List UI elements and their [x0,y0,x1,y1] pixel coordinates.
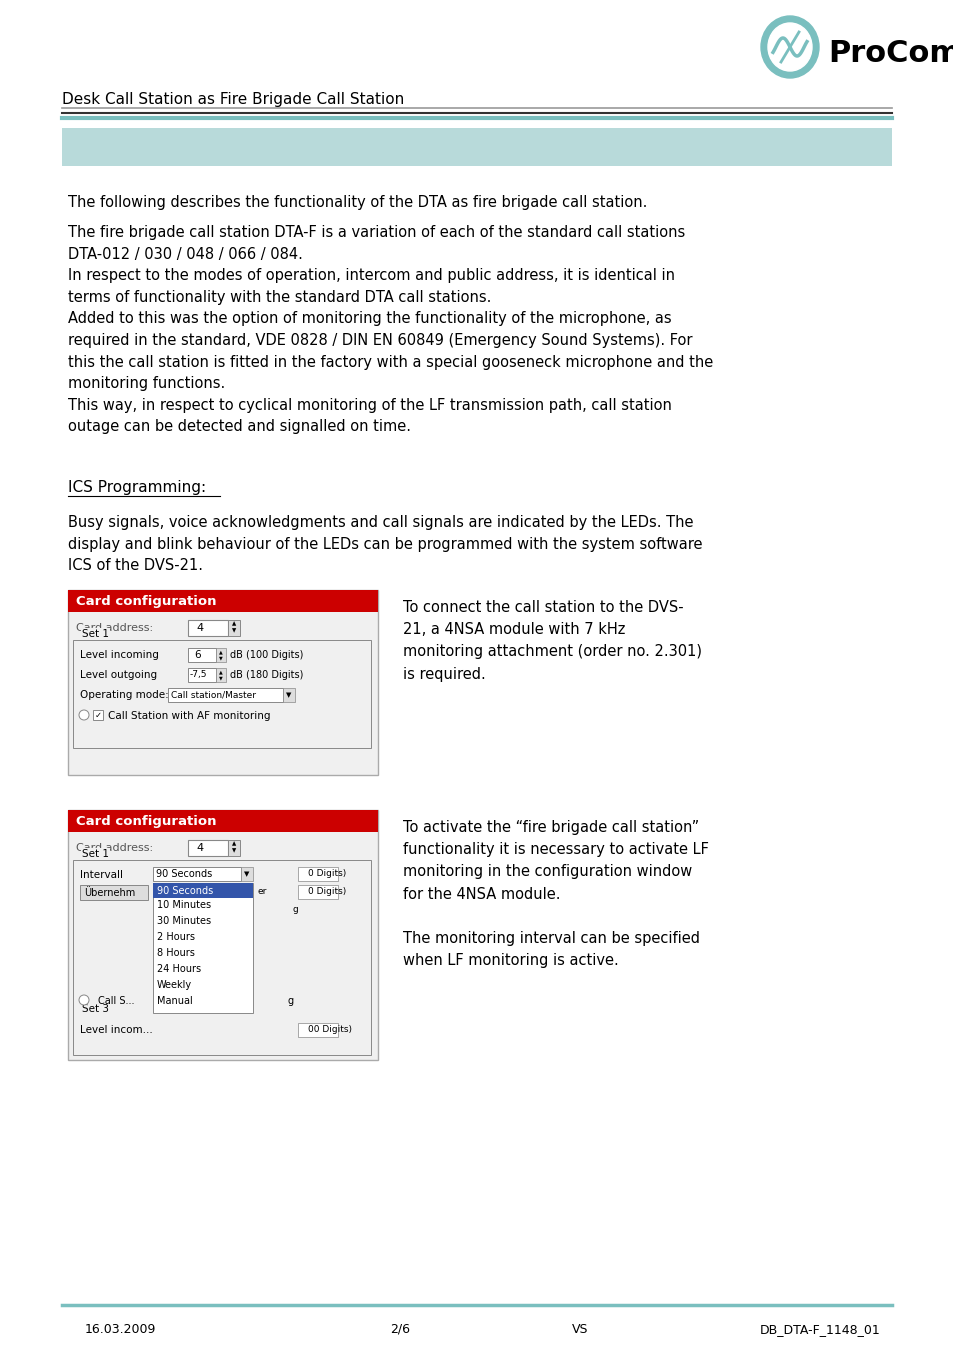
Text: ▼: ▼ [232,848,236,854]
FancyBboxPatch shape [68,811,377,832]
FancyBboxPatch shape [228,840,240,857]
Text: 90 Seconds: 90 Seconds [156,869,212,880]
FancyBboxPatch shape [188,667,215,682]
Text: ▼: ▼ [244,871,250,877]
Text: g: g [293,905,298,915]
Text: 4: 4 [195,623,203,634]
Text: 0 Digits): 0 Digits) [308,870,346,878]
FancyBboxPatch shape [283,688,294,703]
Text: ▼: ▼ [219,655,223,661]
Text: ▲: ▲ [232,621,236,627]
Text: 8 Hours: 8 Hours [157,948,194,958]
FancyBboxPatch shape [152,867,241,881]
Text: Manual: Manual [157,997,193,1006]
Text: ▼: ▼ [232,628,236,634]
Text: ICS Programming:: ICS Programming: [68,480,206,494]
FancyBboxPatch shape [152,884,253,898]
FancyBboxPatch shape [73,640,371,748]
Text: ▲: ▲ [219,670,223,674]
FancyBboxPatch shape [188,648,215,662]
FancyBboxPatch shape [92,711,103,720]
FancyBboxPatch shape [188,840,228,857]
Text: ProCom: ProCom [827,38,953,68]
FancyBboxPatch shape [188,620,228,636]
Text: Weekly: Weekly [157,981,192,990]
Text: Card address:: Card address: [76,623,153,634]
FancyBboxPatch shape [68,590,377,775]
Text: ▲: ▲ [232,842,236,847]
Text: 90 Seconds: 90 Seconds [157,885,213,896]
FancyBboxPatch shape [215,648,226,662]
Text: 6: 6 [193,650,200,661]
FancyBboxPatch shape [62,128,891,166]
FancyBboxPatch shape [68,811,377,1061]
Text: 30 Minutes: 30 Minutes [157,916,211,927]
Text: Intervall: Intervall [80,870,123,880]
Text: Call S...: Call S... [98,996,134,1006]
Text: g: g [288,996,294,1006]
FancyBboxPatch shape [73,861,371,1055]
Text: Operating mode:: Operating mode: [80,690,169,700]
Text: Call Station with AF monitoring: Call Station with AF monitoring [108,711,271,721]
Text: Card address:: Card address: [76,843,153,852]
Text: 4: 4 [195,843,203,852]
Text: dB (100 Digits): dB (100 Digits) [230,650,303,661]
FancyBboxPatch shape [215,667,226,682]
FancyBboxPatch shape [297,867,337,881]
Text: The fire brigade call station DTA-F is a variation of each of the standard call : The fire brigade call station DTA-F is a… [68,226,713,435]
Text: 16.03.2009: 16.03.2009 [84,1323,155,1336]
Text: Level incom...: Level incom... [80,1025,152,1035]
Text: 24 Hours: 24 Hours [157,965,201,974]
Text: Card configuration: Card configuration [76,594,216,608]
Text: -7,5: -7,5 [190,670,208,680]
Text: er: er [257,888,267,897]
Text: Übernehm: Übernehm [84,888,135,897]
FancyBboxPatch shape [297,1023,337,1038]
Text: 10 Minutes: 10 Minutes [157,901,211,911]
Text: 00 Digits): 00 Digits) [308,1025,352,1035]
Text: 0 Digits): 0 Digits) [308,888,346,897]
Text: Set 3: Set 3 [82,1004,109,1015]
FancyBboxPatch shape [68,590,377,612]
Text: Desk Call Station as Fire Brigade Call Station: Desk Call Station as Fire Brigade Call S… [62,92,404,107]
FancyBboxPatch shape [241,867,253,881]
Text: ▼: ▼ [219,676,223,681]
Text: VS: VS [571,1323,588,1336]
FancyBboxPatch shape [152,884,253,1013]
FancyBboxPatch shape [228,620,240,636]
Text: 2 Hours: 2 Hours [157,932,194,943]
FancyBboxPatch shape [297,885,337,898]
Ellipse shape [760,16,818,78]
Text: To connect the call station to the DVS-
21, a 4NSA module with 7 kHz
monitoring : To connect the call station to the DVS- … [402,600,701,682]
Text: Level incoming: Level incoming [80,650,159,661]
Text: 2/6: 2/6 [390,1323,410,1336]
Circle shape [79,711,89,720]
Text: ✓: ✓ [94,711,101,720]
Text: DB_DTA-F_1148_01: DB_DTA-F_1148_01 [759,1323,880,1336]
Ellipse shape [767,23,811,72]
Text: The following describes the functionality of the DTA as fire brigade call statio: The following describes the functionalit… [68,195,647,209]
Text: ▲: ▲ [219,650,223,654]
Text: Level outgoing: Level outgoing [80,670,157,680]
Text: Set 1: Set 1 [82,630,109,639]
FancyBboxPatch shape [80,885,148,900]
Text: dB (180 Digits): dB (180 Digits) [230,670,303,680]
FancyBboxPatch shape [168,688,283,703]
Text: Set 1: Set 1 [82,848,109,859]
Text: To activate the “fire brigade call station”
functionality it is necessary to act: To activate the “fire brigade call stati… [402,820,708,969]
Text: Card configuration: Card configuration [76,815,216,828]
Text: Busy signals, voice acknowledgments and call signals are indicated by the LEDs. : Busy signals, voice acknowledgments and … [68,515,701,573]
Circle shape [79,994,89,1005]
Text: ▼: ▼ [286,692,292,698]
Text: Call station/Master: Call station/Master [171,690,255,700]
